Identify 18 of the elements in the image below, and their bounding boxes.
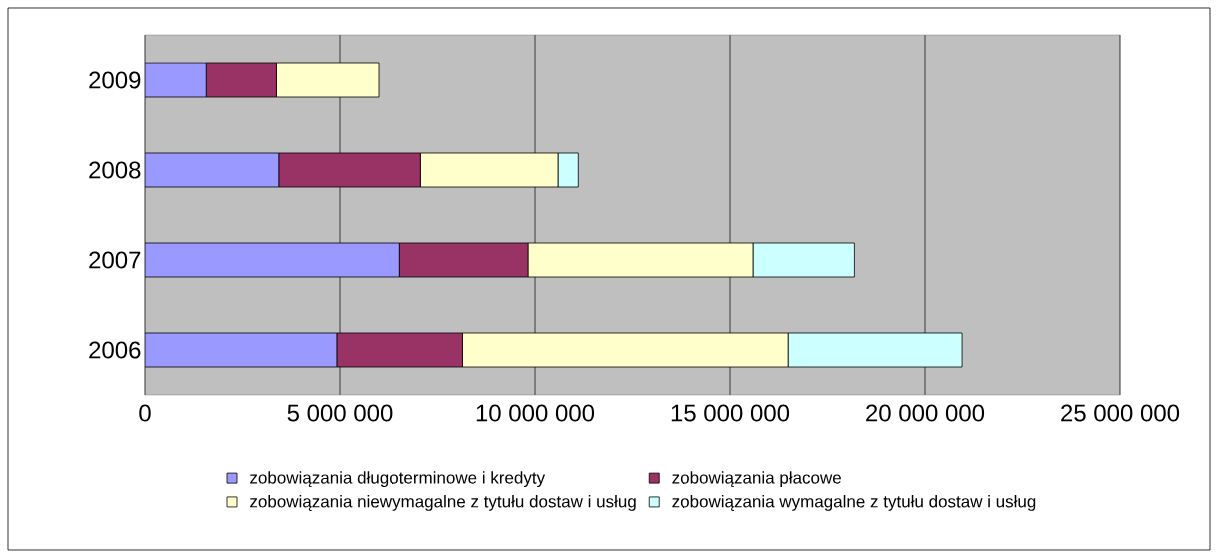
y-tick-label: 2007 [89,251,141,269]
bar [145,152,280,188]
bar [145,62,207,98]
legend-label: zobowiązania płacowe [672,471,841,488]
bar [145,332,338,368]
y-tick-label: 2008 [89,161,141,179]
x-tick-label: 10 000 000 [476,404,595,422]
legend-label: zobowiązania niewymagalne z tytułu dostaw i usług [250,495,636,511]
legend-label: zobowiązania wymagalne z tytułu dostaw i usług [672,495,1036,511]
y-tick-label: 2006 [89,341,141,359]
x-tick-label: 0 [139,404,151,422]
bar [145,242,400,278]
x-tick-label: 20 000 000 [866,404,985,422]
x-tick-label: 15 000 000 [671,404,790,422]
y-tick-label: 2009 [89,71,141,89]
x-tick-label: 25 000 000 [1061,404,1180,422]
x-tick-label: 5 000 000 [287,404,393,422]
legend-label: zobowiązania długoterminowe i kredyty [250,471,546,488]
